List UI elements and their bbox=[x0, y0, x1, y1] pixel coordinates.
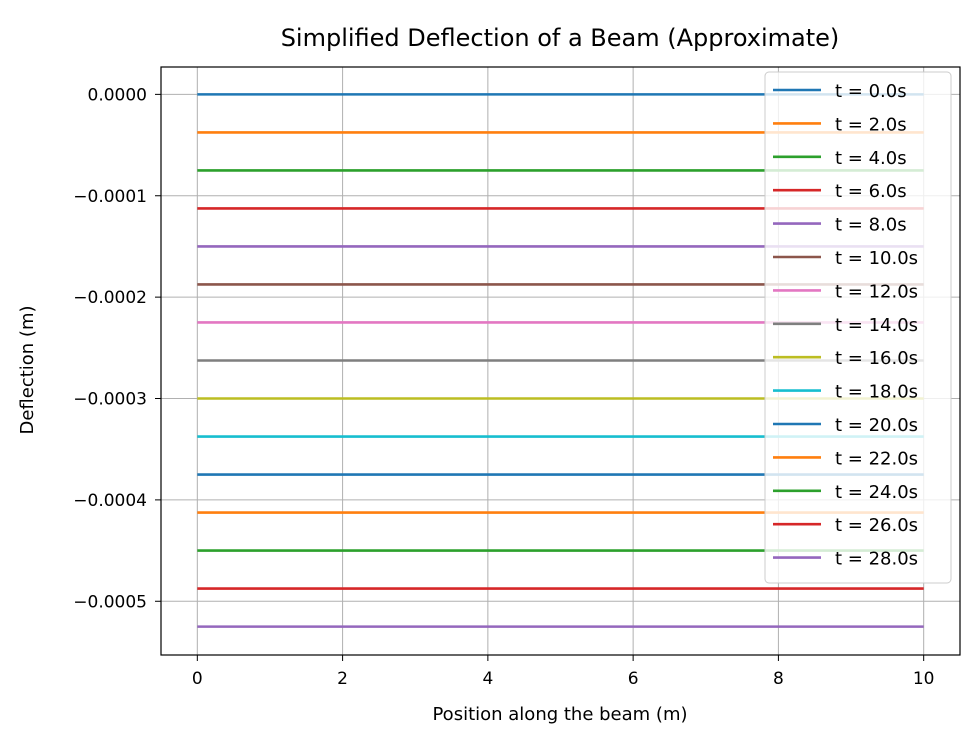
x-tick-label: 10 bbox=[913, 669, 935, 689]
x-axis-label: Position along the beam (m) bbox=[432, 704, 687, 725]
legend: t = 0.0s t = 2.0s t = 4.0s t = 6.0s t = 8.0s… bbox=[764, 71, 952, 584]
legend-label: t = 6.0s bbox=[835, 181, 907, 202]
x-tick-label: 0 bbox=[192, 669, 203, 689]
legend-label: t = 18.0s bbox=[835, 382, 918, 403]
x-tick-label: 4 bbox=[482, 669, 493, 689]
legend-label: t = 2.0s bbox=[835, 114, 907, 135]
legend-label: t = 26.0s bbox=[835, 515, 918, 536]
y-tick-label: 0.0000 bbox=[88, 85, 147, 105]
legend-label: t = 22.0s bbox=[835, 448, 918, 469]
y-axis-label: Deflection (m) bbox=[17, 305, 38, 434]
y-tick-label: −0.0001 bbox=[73, 187, 147, 207]
legend-label: t = 10.0s bbox=[835, 248, 918, 269]
y-tick-label: −0.0005 bbox=[73, 592, 147, 612]
legend-label: t = 0.0s bbox=[835, 81, 907, 102]
legend-label: t = 4.0s bbox=[835, 148, 907, 169]
legend-label: t = 16.0s bbox=[835, 348, 918, 369]
y-tick-label: −0.0003 bbox=[73, 390, 147, 410]
legend-label: t = 24.0s bbox=[835, 482, 918, 503]
chart-title: Simplified Deflection of a Beam (Approxi… bbox=[281, 24, 840, 52]
legend-label: t = 28.0s bbox=[835, 549, 918, 570]
axis-ticks: 0 2 4 6 8 10 0.0000 −0.0001 −0.0002 −0.0003 −0.000… bbox=[73, 85, 934, 689]
x-tick-label: 6 bbox=[628, 669, 639, 689]
legend-box bbox=[764, 71, 952, 584]
legend-label: t = 12.0s bbox=[835, 281, 918, 302]
y-tick-label: −0.0002 bbox=[73, 288, 147, 308]
y-tick-label: −0.0004 bbox=[73, 491, 147, 511]
legend-label: t = 20.0s bbox=[835, 415, 918, 436]
legend-label: t = 14.0s bbox=[835, 315, 918, 336]
x-tick-label: 2 bbox=[337, 669, 348, 689]
x-tick-label: 8 bbox=[773, 669, 784, 689]
plot-frame bbox=[160, 66, 961, 656]
legend-label: t = 8.0s bbox=[835, 215, 907, 236]
